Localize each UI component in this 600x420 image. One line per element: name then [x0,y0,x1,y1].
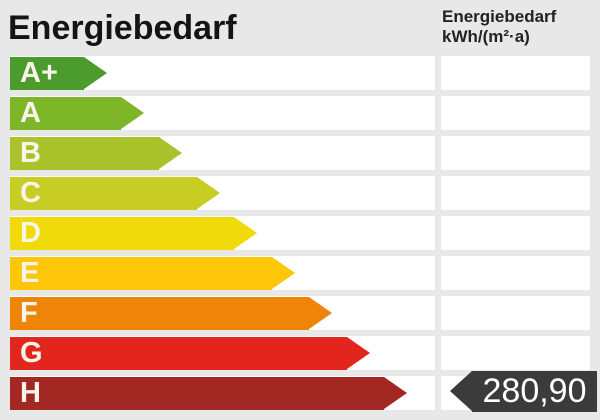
value-cell-f [441,296,590,330]
energy-class-bar-body-a: A [10,96,121,130]
energy-class-bar-a-plus: A+ [10,56,107,90]
energy-class-bar-body-a-plus: A+ [10,56,84,90]
value-cell-a-plus [441,56,590,90]
energy-class-bar-arrow-icon-e [272,256,295,289]
value-column-header-title: Energiebedarf [442,7,557,26]
energy-class-bar-body-g: G [10,336,347,370]
energy-class-label-g: G [20,336,43,369]
value-marker-arrow-icon [450,371,472,411]
energy-class-bar-body-h: H [10,376,384,410]
energy-class-bar-c: C [10,176,220,210]
energy-class-label-c: C [20,176,41,209]
energy-class-bar-arrow-icon-a-plus [84,56,107,89]
energy-class-bar-arrow-icon-g [347,336,370,369]
energy-class-bar-body-f: F [10,296,309,330]
value-cell-c [441,176,590,210]
energy-class-bar-body-c: C [10,176,197,210]
energy-class-bar-h: H [10,376,407,410]
value-cell-a [441,96,590,130]
value-column-header: Energiebedarf kWh/(m²·a) [442,7,556,47]
value-cell-g [441,336,590,370]
value-marker: 280,90 [450,371,597,412]
energy-class-bar-body-d: D [10,216,234,250]
energy-class-bar-g: G [10,336,370,370]
energy-class-bar-f: F [10,296,332,330]
energy-class-bar-arrow-icon-f [309,296,332,329]
page-title: Energiebedarf [8,9,237,47]
energy-class-label-a-plus: A+ [20,56,58,89]
value-cell-b [441,136,590,170]
energy-class-bar-arrow-icon-c [197,176,220,209]
energy-class-label-a: A [20,96,41,129]
energy-class-bar-d: D [10,216,257,250]
energy-class-bar-arrow-icon-h [384,376,407,409]
energy-class-label-e: E [20,256,40,289]
energy-class-bar-arrow-icon-a [121,96,144,129]
energy-class-bar-arrow-icon-d [234,216,257,249]
energy-class-bar-body-e: E [10,256,272,290]
energy-class-label-d: D [20,216,41,249]
energy-class-bar-arrow-icon-b [159,136,182,169]
value-cell-d [441,216,590,250]
energy-class-label-b: B [20,136,41,169]
energy-class-bar-b: B [10,136,182,170]
energy-class-bar-e: E [10,256,295,290]
value-marker-badge: 280,90 [472,371,597,412]
energy-class-label-h: H [20,376,41,409]
value-marker-text: 280,90 [482,372,587,410]
value-cell-e [441,256,590,290]
energy-class-bar-body-b: B [10,136,159,170]
value-column-header-unit: kWh/(m²·a) [442,27,530,46]
energy-class-label-f: F [20,296,38,329]
energy-class-bar-a: A [10,96,144,130]
